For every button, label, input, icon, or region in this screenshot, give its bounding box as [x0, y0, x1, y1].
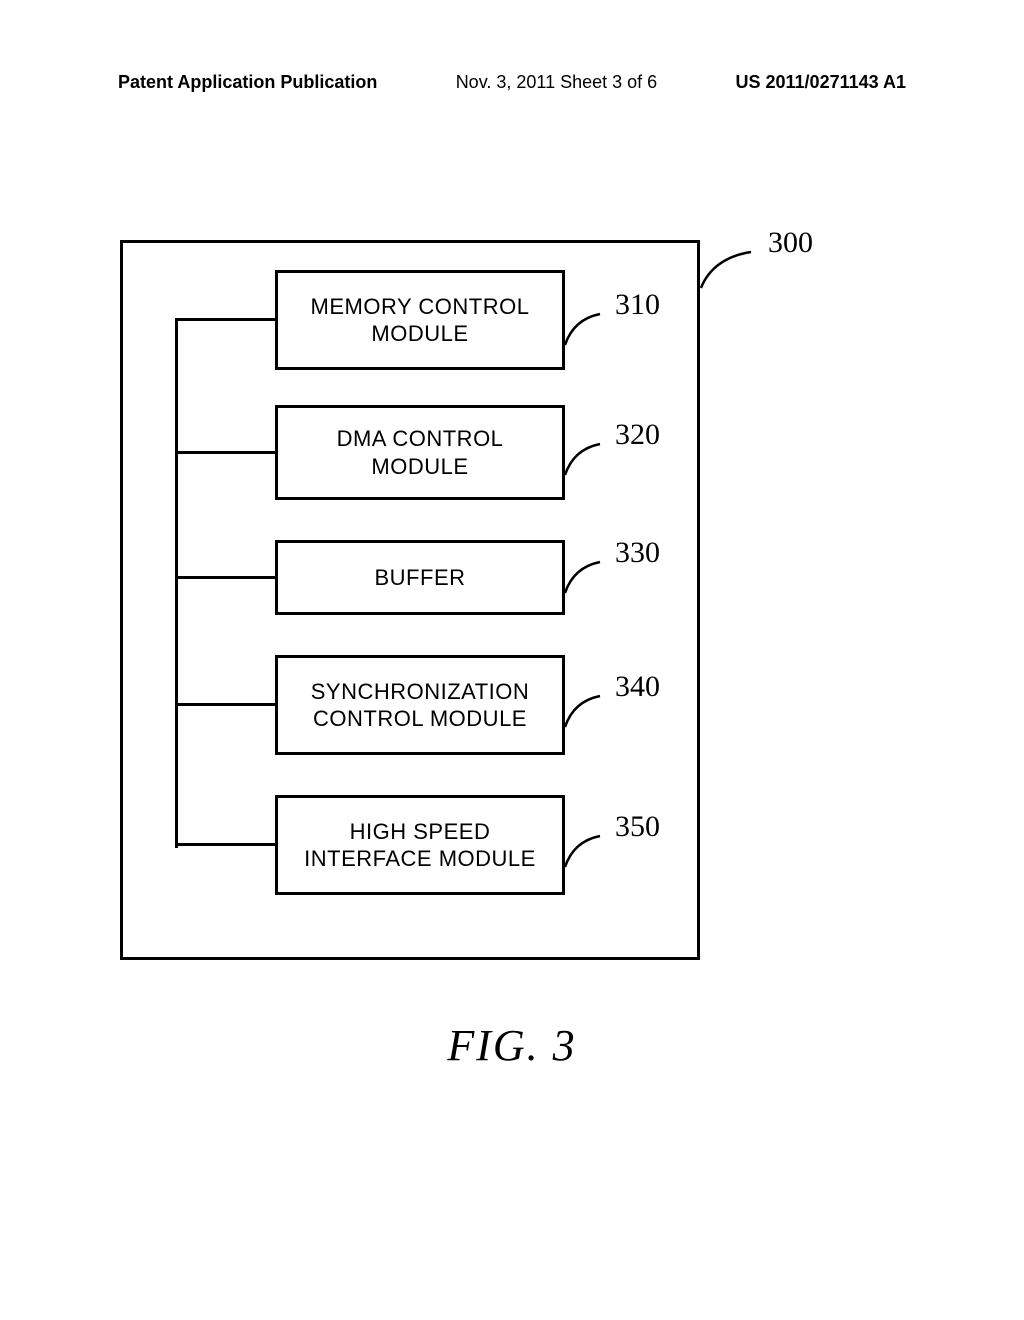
page-header: Patent Application Publication Nov. 3, 2… [118, 72, 906, 93]
module-box-sync-control: SYNCHRONIZATIONCONTROL MODULE [275, 655, 565, 755]
diagram: MEMORY CONTROLMODULE 310 DMA CONTROLMODU… [120, 240, 760, 960]
header-center: Nov. 3, 2011 Sheet 3 of 6 [456, 72, 657, 93]
ref-label-350: 350 [615, 810, 660, 844]
figure-caption: FIG. 3 [0, 1020, 1024, 1071]
module-label: MEMORY CONTROLMODULE [311, 293, 530, 348]
leader-line-outer [696, 248, 776, 298]
ref-label-310: 310 [615, 288, 660, 322]
ref-label-300: 300 [768, 226, 813, 260]
header-right: US 2011/0271143 A1 [736, 72, 906, 93]
bus-connector [175, 703, 275, 706]
module-box-high-speed-interface: HIGH SPEEDINTERFACE MODULE [275, 795, 565, 895]
bus-connector [175, 451, 275, 454]
page: Patent Application Publication Nov. 3, 2… [0, 0, 1024, 1320]
module-label: HIGH SPEEDINTERFACE MODULE [304, 818, 536, 873]
module-box-dma-control: DMA CONTROLMODULE [275, 405, 565, 500]
ref-label-320: 320 [615, 418, 660, 452]
module-label: DMA CONTROLMODULE [337, 425, 504, 480]
module-label: BUFFER [375, 564, 466, 592]
ref-label-330: 330 [615, 536, 660, 570]
bus-connector [175, 843, 275, 846]
module-box-buffer: BUFFER [275, 540, 565, 615]
bus-connector [175, 576, 275, 579]
module-label: SYNCHRONIZATIONCONTROL MODULE [311, 678, 530, 733]
bus-vertical-line [175, 318, 178, 848]
ref-label-340: 340 [615, 670, 660, 704]
module-box-memory-control: MEMORY CONTROLMODULE [275, 270, 565, 370]
header-left: Patent Application Publication [118, 72, 377, 93]
bus-connector [175, 318, 275, 321]
